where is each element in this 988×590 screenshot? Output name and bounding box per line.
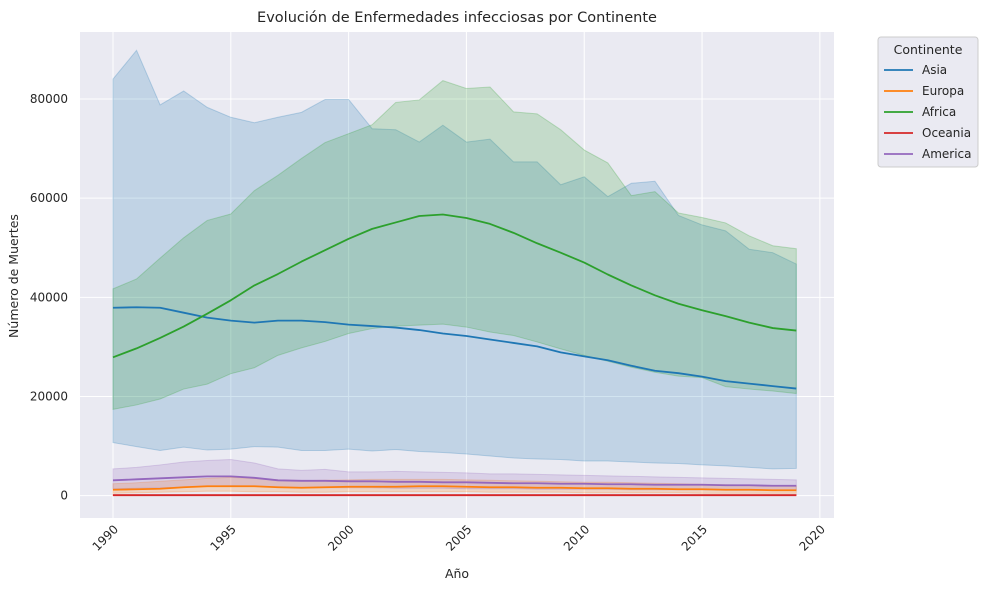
legend-label-asia: Asia — [922, 63, 947, 77]
line-asia — [112, 306, 797, 390]
legend-title: Continente — [894, 42, 963, 57]
x-tick-label: 2015 — [679, 522, 710, 553]
x-tick-label: 2020 — [796, 522, 827, 553]
line-america — [112, 475, 797, 487]
legend: Continente Asia Europa Africa Oceania Americ… — [877, 36, 979, 168]
x-tick-label: 2000 — [325, 522, 356, 553]
y-tick-label: 20000 — [30, 390, 68, 404]
band-africa — [112, 80, 797, 410]
x-axis-ticks: 1990 1995 2000 2005 2010 2015 2020 — [90, 522, 828, 553]
y-axis-ticks: 0 20000 40000 60000 80000 — [30, 92, 68, 503]
x-tick-label: 2010 — [561, 522, 592, 553]
x-tick-label: 1995 — [207, 522, 238, 553]
chart-title: Evolución de Enfermedades infecciosas po… — [257, 10, 657, 26]
x-tick-label: 2005 — [443, 522, 474, 553]
y-axis-label: Número de Muertes — [6, 214, 21, 338]
line-europa — [112, 485, 797, 492]
y-tick-label: 0 — [60, 489, 68, 503]
x-axis-label: Año — [445, 566, 469, 581]
plot-area — [80, 32, 834, 518]
y-tick-label: 60000 — [30, 191, 68, 205]
y-tick-label: 40000 — [30, 290, 68, 304]
legend-label-europa: Europa — [922, 84, 964, 98]
legend-label-oceania: Oceania — [922, 126, 971, 140]
legend-label-america: America — [922, 147, 972, 161]
line-africa — [112, 213, 797, 359]
y-tick-label: 80000 — [30, 92, 68, 106]
x-tick-label: 1990 — [90, 522, 121, 553]
series-lines — [112, 213, 797, 497]
legend-label-africa: Africa — [922, 105, 956, 119]
